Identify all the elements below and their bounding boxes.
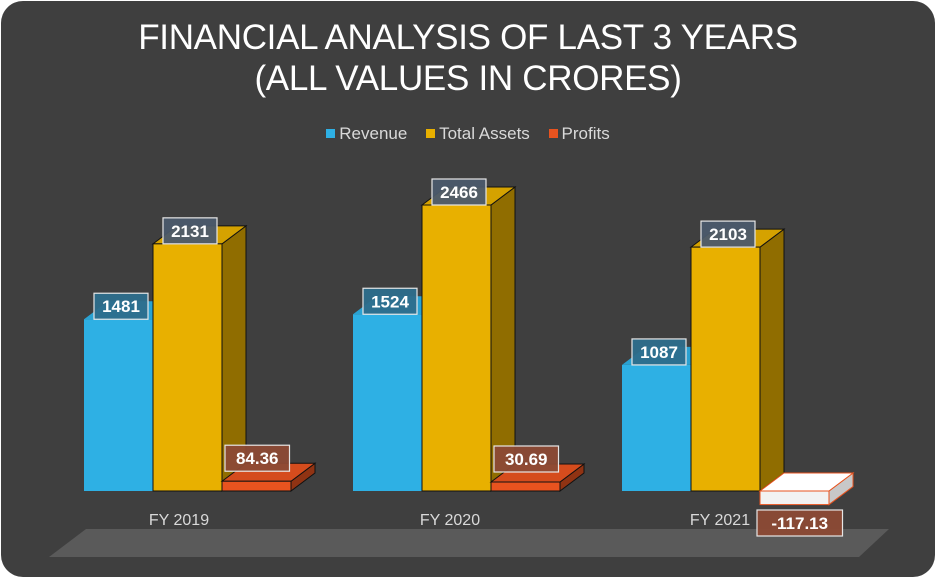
chart-title-line-1: FINANCIAL ANALYSIS OF LAST 3 YEARS [138,18,798,57]
data-label-total-assets-fy-2020: 2466 [440,183,478,202]
x-tick-label-fy-2020: FY 2020 [420,512,480,529]
bar-profits-fy-2019 [221,480,292,492]
bar-group-fy-2021: FY 2021 1087 2103 -117.13 [622,220,855,537]
data-label-revenue-fy-2019: 1481 [102,297,140,316]
data-label-profits-fy-2021: -117.13 [771,514,828,533]
data-label-box-profits-fy-2020 [493,445,560,473]
bar-revenue-fy-2021 [622,364,691,491]
bar-revenue-fy-2019 [84,319,153,491]
chart-legend: Revenue Total Assets Profits [1,124,935,144]
legend-item-profits: Profits [548,124,610,144]
legend-swatch-total-assets [426,129,436,138]
data-label-box-revenue-fy-2020 [362,287,418,315]
data-label-box-profits-fy-2021 [756,509,844,537]
data-label-total-assets-fy-2021: 2103 [709,225,747,244]
data-label-box-profits-fy-2019 [224,444,291,472]
bar-group-fy-2020: FY 2020 1524 2466 30.69 [353,178,586,529]
legend-label-profits: Profits [561,124,610,143]
data-label-box-total-assets-fy-2019 [162,217,218,245]
x-tick-label-fy-2019: FY 2019 [149,512,209,529]
data-label-box-total-assets-fy-2020 [431,178,487,206]
legend-label-total-assets: Total Assets [439,124,530,143]
legend-label-revenue: Revenue [339,124,408,143]
x-tick-label-fy-2021: FY 2021 [690,512,750,529]
bar-side-total-assets-fy-2020 [490,186,516,492]
floor-plane [49,529,889,557]
bar-revenue-fy-2020 [353,314,422,491]
bar-total-assets-fy-2019 [152,243,223,492]
data-label-revenue-fy-2021: 1087 [640,343,678,362]
data-label-box-revenue-fy-2019 [93,292,149,320]
legend-swatch-revenue [326,129,336,138]
data-label-box-total-assets-fy-2021 [700,220,756,248]
legend-item-revenue: Revenue [326,124,407,144]
data-label-total-assets-fy-2019: 2131 [171,222,209,241]
legend-swatch-profits [548,129,558,138]
bar-total-assets-fy-2020 [421,204,492,492]
bar-side-total-assets-fy-2021 [759,228,785,492]
data-label-profits-fy-2020: 30.69 [505,450,548,469]
data-label-revenue-fy-2020: 1524 [371,292,409,311]
bar-profits-fy-2021 [759,490,830,506]
chart-title-line-2: (ALL VALUES IN CRORES) [254,59,682,98]
legend-item-total-assets: Total Assets [426,124,530,144]
bar-total-assets-fy-2021 [690,246,761,492]
bar-group-fy-2019: FY 2019 1481 2131 84.36 [84,217,317,529]
bar-profits-fy-2020 [490,481,561,492]
data-label-box-revenue-fy-2021 [631,338,687,366]
data-label-profits-fy-2019: 84.36 [236,449,279,468]
chart-title: FINANCIAL ANALYSIS OF LAST 3 YEARS (ALL … [1,17,935,99]
